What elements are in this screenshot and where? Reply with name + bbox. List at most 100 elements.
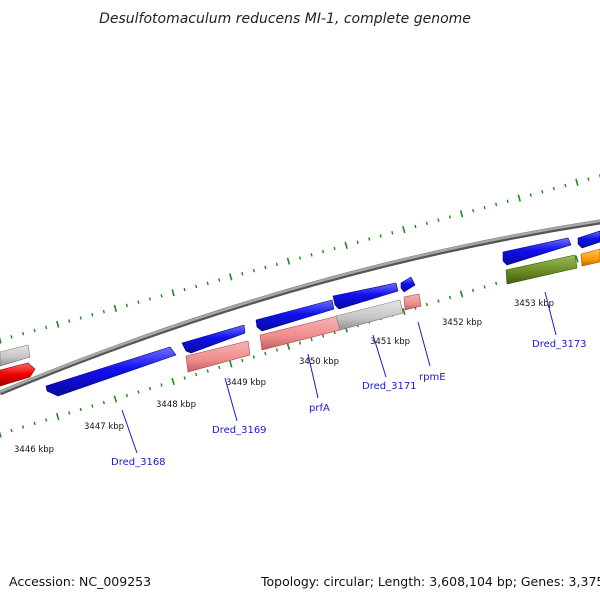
gene-reverse[interactable]	[185, 340, 251, 373]
minor-tick	[33, 421, 36, 426]
minor-tick	[160, 294, 163, 298]
gene-reverse[interactable]	[580, 248, 600, 267]
minor-tick	[448, 295, 452, 300]
major-tick	[171, 289, 175, 297]
minor-tick	[310, 337, 313, 342]
minor-tick	[148, 386, 152, 391]
kbp-label: 3451 kbp	[370, 337, 410, 347]
minor-tick	[264, 351, 267, 356]
major-tick	[56, 320, 60, 328]
minor-tick	[91, 404, 94, 408]
minor-tick	[552, 186, 555, 191]
gene-label-leaders	[121, 291, 557, 454]
kbp-label: 3447 kbp	[84, 422, 124, 432]
major-tick	[229, 273, 233, 281]
minor-tick	[321, 334, 325, 338]
minor-tick	[241, 272, 244, 276]
minor-tick	[425, 302, 429, 307]
minor-tick	[206, 281, 209, 285]
gene-reverse[interactable]	[0, 344, 31, 367]
minor-tick	[437, 218, 440, 222]
minor-tick	[79, 407, 82, 412]
gene-label-dred-3168[interactable]: Dred_3168	[111, 457, 166, 468]
gene-forward[interactable]	[502, 237, 572, 266]
gene-forward[interactable]	[181, 324, 246, 354]
kbp-label: 3450 kbp	[299, 357, 339, 367]
minor-tick	[264, 265, 267, 270]
major-tick	[229, 360, 233, 368]
outer-scale-track	[0, 174, 600, 344]
major-tick	[402, 225, 406, 234]
minor-tick	[275, 262, 278, 267]
gene-forward[interactable]	[577, 230, 600, 249]
major-tick	[344, 241, 348, 250]
major-tick	[459, 210, 464, 218]
minor-tick	[45, 325, 48, 330]
minor-tick	[333, 246, 336, 251]
minor-tick	[206, 369, 209, 373]
minor-tick	[79, 316, 82, 320]
minor-tick	[495, 281, 498, 286]
minor-tick	[33, 328, 36, 333]
gene-forward[interactable]	[400, 276, 416, 293]
minor-tick	[241, 358, 244, 363]
minor-tick	[587, 177, 590, 181]
leader-line	[417, 321, 431, 367]
minor-tick	[368, 237, 371, 241]
minor-tick	[218, 365, 221, 370]
major-tick	[113, 304, 118, 313]
minor-tick	[541, 190, 544, 194]
major-tick	[575, 178, 579, 186]
minor-tick	[10, 335, 13, 339]
minor-tick	[183, 287, 186, 292]
gene-label-rpme[interactable]: rpmE	[419, 372, 446, 383]
minor-tick	[137, 390, 140, 394]
gene-label-dred-3173[interactable]: Dred_3173	[532, 339, 587, 350]
major-tick	[459, 290, 464, 298]
gene-reverse[interactable]	[403, 293, 422, 311]
major-tick	[402, 307, 406, 316]
minor-tick	[425, 221, 428, 226]
kbp-label: 3446 kbp	[14, 445, 54, 455]
minor-tick	[252, 355, 255, 359]
minor-tick	[483, 205, 486, 210]
minor-tick	[471, 288, 475, 293]
minor-tick	[414, 224, 417, 229]
minor-tick	[148, 297, 152, 301]
minor-tick	[391, 231, 394, 235]
minor-tick	[356, 240, 359, 244]
gene-forward[interactable]	[45, 346, 177, 397]
minor-tick	[218, 278, 221, 282]
genome-summary-text: Topology: circular; Length: 3,608,104 bp…	[261, 574, 600, 589]
gene-reverse[interactable]	[335, 299, 404, 331]
minor-tick	[472, 208, 475, 213]
major-tick	[113, 395, 118, 403]
gene-reverse[interactable]	[505, 254, 578, 285]
minor-tick	[310, 253, 313, 257]
minor-tick	[448, 215, 452, 219]
kbp-label: 3453 kbp	[514, 299, 554, 309]
gene-forward[interactable]	[255, 299, 335, 332]
major-tick	[575, 255, 579, 263]
leader-line	[224, 377, 238, 422]
minor-tick	[379, 234, 382, 238]
minor-tick	[195, 284, 198, 289]
minor-tick	[495, 202, 498, 207]
minor-tick	[506, 199, 509, 203]
leader-line	[544, 291, 557, 336]
gene-label-dred-3171[interactable]: Dred_3171	[362, 381, 417, 392]
minor-tick	[483, 285, 486, 289]
minor-tick	[10, 428, 13, 433]
minor-tick	[275, 348, 279, 352]
minor-tick	[137, 300, 140, 304]
gene-forward[interactable]	[332, 282, 399, 310]
minor-tick	[564, 183, 567, 188]
gene-reverse[interactable]	[0, 362, 36, 387]
gene-label-prfa[interactable]: prfA	[309, 403, 330, 414]
gene-label-dred-3169[interactable]: Dred_3169	[212, 425, 267, 436]
major-tick	[0, 336, 2, 344]
minor-tick	[252, 268, 255, 273]
minor-tick	[68, 411, 71, 415]
minor-tick	[529, 193, 532, 197]
